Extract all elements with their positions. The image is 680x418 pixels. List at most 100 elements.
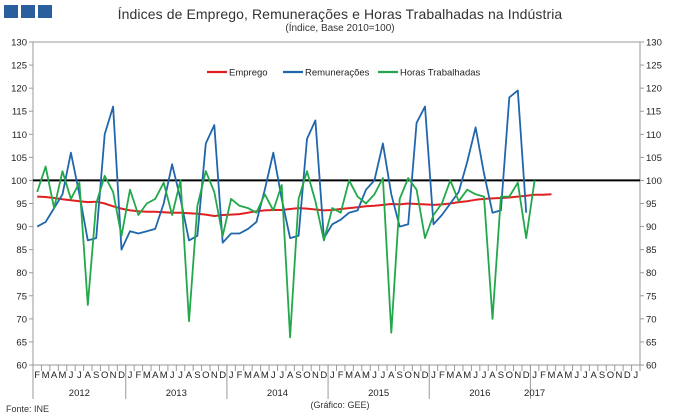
x-month-label: A	[590, 370, 597, 381]
x-month-label: M	[160, 370, 168, 381]
chart-legend: Emprego Remunerações Horas Trabalhadas	[207, 68, 481, 79]
y-tick-label-right: 95	[646, 199, 657, 210]
x-month-label: O	[404, 370, 411, 381]
y-tick-label-left: 65	[16, 337, 27, 348]
y-tick-label-right: 75	[646, 291, 657, 302]
x-month-label: A	[287, 370, 294, 381]
series-lines	[36, 89, 552, 339]
x-month-label: M	[143, 370, 151, 381]
x-month-label: J	[583, 370, 588, 381]
x-month-label: O	[506, 370, 513, 381]
x-month-label: D	[219, 370, 226, 381]
x-year-label: 2017	[524, 388, 545, 399]
x-month-label: N	[615, 370, 622, 381]
x-month-label: A	[388, 370, 395, 381]
x-month-label: M	[244, 370, 252, 381]
x-month-label: A	[489, 370, 496, 381]
y-tick-label-left: 80	[16, 268, 27, 279]
x-month-label: J	[431, 370, 436, 381]
x-month-label: S	[498, 370, 504, 381]
x-month-label: O	[101, 370, 108, 381]
x-month-label: M	[42, 370, 50, 381]
x-month-label: M	[564, 370, 572, 381]
y-tick-label-right: 125	[646, 61, 662, 72]
x-month-label: A	[152, 370, 159, 381]
x-month-label: J	[372, 370, 377, 381]
x-month-label: F	[237, 370, 243, 381]
y-tick-label-left: 90	[16, 222, 27, 233]
x-year-label: 2012	[69, 388, 90, 399]
x-month-label: M	[345, 370, 353, 381]
x-month-label: S	[93, 370, 99, 381]
y-tick-label-right: 65	[646, 337, 657, 348]
x-month-label: N	[312, 370, 319, 381]
y-tick-label-left: 95	[16, 199, 27, 210]
brand-logo	[4, 5, 52, 18]
x-month-label: F	[135, 370, 141, 381]
logo-block	[38, 5, 52, 18]
y-tick-label-right: 120	[646, 84, 662, 95]
x-month-label: N	[514, 370, 521, 381]
x-month-label: N	[413, 370, 420, 381]
x-month-label: M	[463, 370, 471, 381]
legend-label: Remunerações	[305, 68, 370, 79]
y-tick-label-left: 130	[11, 38, 27, 49]
x-month-label: M	[59, 370, 67, 381]
x-month-label: M	[548, 370, 556, 381]
y-tick-label-left: 70	[16, 314, 27, 325]
y-tick-label-right: 60	[646, 361, 657, 372]
plot-area-frame	[32, 41, 641, 366]
chart-credit: (Gráfico: GEE)	[310, 400, 370, 410]
x-month-label: O	[607, 370, 614, 381]
y-tick-label-left: 100	[11, 176, 27, 187]
x-month-label: J	[633, 370, 638, 381]
x-year-label: 2016	[469, 388, 490, 399]
y-tick-label-right: 110	[646, 130, 661, 141]
x-month-label: J	[128, 370, 133, 381]
series-line-remuneracoes	[36, 89, 528, 251]
y-tick-label-left: 125	[11, 61, 27, 72]
logo-block	[4, 5, 18, 18]
x-month-label: J	[271, 370, 276, 381]
x-month-label: J	[532, 370, 537, 381]
legend-label: Emprego	[229, 68, 268, 79]
x-month-label: M	[362, 370, 370, 381]
x-year-label: 2014	[267, 388, 288, 399]
x-month-label: J	[380, 370, 385, 381]
chart-title: Índices de Emprego, Remunerações e Horas…	[117, 6, 563, 22]
chart-subtitle: (Índice, Base 2010=100)	[285, 23, 395, 34]
series-line-horas-trabalhadas	[36, 165, 536, 339]
x-month-label: F	[34, 370, 40, 381]
x-month-label: J	[69, 370, 74, 381]
x-month-label: J	[473, 370, 478, 381]
x-month-label: J	[178, 370, 183, 381]
y-tick-label-left: 60	[16, 361, 27, 372]
source-note: Fonte: INE	[6, 404, 50, 414]
x-month-label: A	[456, 370, 463, 381]
x-month-label: D	[624, 370, 631, 381]
y-tick-label-left: 105	[11, 153, 27, 164]
y-tick-label-right: 115	[646, 107, 661, 118]
x-month-label: S	[194, 370, 200, 381]
x-month-label: S	[599, 370, 605, 381]
x-month-label: A	[85, 370, 92, 381]
y-tick-label-right: 105	[646, 153, 662, 164]
x-month-label: J	[574, 370, 579, 381]
x-month-label: S	[295, 370, 301, 381]
y-tick-label-left: 120	[11, 84, 27, 95]
y-tick-label-left: 85	[16, 245, 27, 256]
x-year-label: 2013	[166, 388, 187, 399]
x-month-label: M	[261, 370, 269, 381]
legend-label: Horas Trabalhadas	[400, 68, 481, 79]
x-month-label: A	[253, 370, 260, 381]
series-line-emprego	[37, 193, 552, 217]
x-month-label: O	[303, 370, 310, 381]
x-month-label: D	[320, 370, 327, 381]
x-month-label: J	[77, 370, 82, 381]
y-tick-label-right: 100	[646, 176, 662, 187]
x-month-label: F	[540, 370, 546, 381]
y-tick-label-right: 90	[646, 222, 657, 233]
y-tick-label-left: 110	[12, 130, 27, 141]
x-month-label: F	[439, 370, 445, 381]
